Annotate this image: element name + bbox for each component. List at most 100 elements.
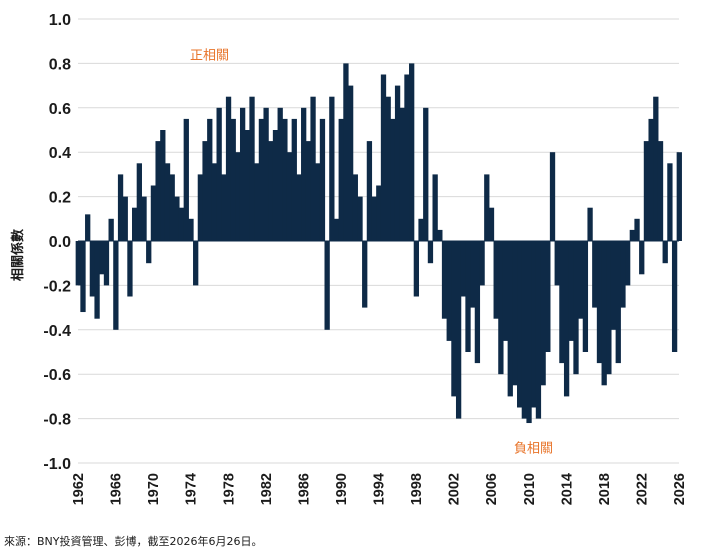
data-bar <box>540 241 546 386</box>
data-bar <box>437 229 443 241</box>
data-bar <box>606 241 612 375</box>
data-bar <box>94 241 100 319</box>
data-bar <box>113 241 119 330</box>
data-bar <box>136 163 142 241</box>
data-bar <box>479 241 485 286</box>
data-bar <box>390 118 396 241</box>
x-tick-label: 2022 <box>634 473 650 505</box>
data-bar <box>451 241 457 397</box>
x-tick-label: 2014 <box>559 473 575 505</box>
data-bar <box>254 163 260 241</box>
data-bar <box>385 96 391 241</box>
data-bar <box>620 241 626 308</box>
data-bar <box>127 241 133 297</box>
data-bar <box>418 218 424 241</box>
correlation-area <box>75 63 682 424</box>
data-bar <box>657 141 664 241</box>
data-bar <box>329 96 335 241</box>
x-tick-label: 1970 <box>146 473 162 505</box>
data-bar <box>221 174 227 241</box>
x-axis-ticks: 1962 1966 1970 1974 1978 1982 1986 1990 1994 1998… <box>71 473 688 505</box>
x-tick-label: 1994 <box>372 473 388 505</box>
data-bar <box>601 241 607 386</box>
data-bar <box>526 241 532 424</box>
y-tick-label: -0.2 <box>43 278 71 295</box>
data-bar <box>380 74 387 241</box>
data-bar <box>296 174 302 241</box>
data-bar <box>563 241 570 397</box>
y-tick-label: 0.8 <box>49 56 71 73</box>
data-bar <box>610 241 617 330</box>
data-bar <box>347 85 354 241</box>
y-tick-label: 1.0 <box>49 12 71 29</box>
data-bar <box>639 241 645 275</box>
x-tick-label: 2018 <box>597 473 613 505</box>
data-bar <box>131 207 138 241</box>
data-bar <box>160 130 166 241</box>
data-bar <box>310 96 316 241</box>
data-bar <box>634 218 640 241</box>
data-bar <box>465 241 471 352</box>
x-tick-label: 1998 <box>409 473 425 505</box>
data-bar <box>352 174 358 241</box>
data-bar <box>502 241 509 341</box>
data-bar <box>376 185 382 241</box>
data-bar <box>75 241 81 286</box>
data-bar <box>333 218 340 241</box>
data-bar <box>535 241 542 419</box>
data-bar <box>582 241 589 352</box>
data-bar <box>441 241 448 319</box>
data-bar <box>249 96 255 241</box>
data-bar <box>183 118 189 241</box>
data-bar <box>146 241 152 264</box>
annotation-label: 正相關 <box>190 49 229 64</box>
y-tick-label: 0.6 <box>49 101 71 118</box>
data-bar <box>625 241 631 286</box>
data-bar <box>629 229 635 241</box>
x-tick-label: 2002 <box>447 473 463 505</box>
data-bar <box>301 107 307 241</box>
source-note: 來源：BNY投資管理、彭博，截至2026年6月26日。 <box>4 535 263 548</box>
data-bar <box>512 241 518 386</box>
data-bar <box>545 241 551 352</box>
data-bar <box>460 241 466 297</box>
data-bar <box>305 141 312 241</box>
data-bar <box>493 241 499 319</box>
data-bar <box>80 241 86 313</box>
data-bar <box>174 196 180 241</box>
data-bar <box>446 241 452 341</box>
y-tick-label: 0.4 <box>49 145 71 162</box>
y-tick-label: -0.6 <box>43 367 71 384</box>
data-bar <box>272 130 279 241</box>
data-bar <box>643 141 650 241</box>
x-tick-label: 1962 <box>71 473 87 505</box>
data-bar <box>554 241 560 286</box>
data-bar <box>103 241 110 286</box>
data-bar <box>324 241 330 330</box>
y-axis-label: 相關係數 <box>10 229 26 281</box>
x-tick-label: 1990 <box>334 473 350 505</box>
data-bar <box>573 241 579 375</box>
y-tick-label: 0.2 <box>49 190 71 207</box>
data-bar <box>667 163 673 241</box>
data-bar <box>404 74 410 241</box>
data-bar <box>122 196 128 241</box>
data-bar <box>568 241 574 341</box>
data-bar <box>394 85 401 241</box>
y-tick-label: -1.0 <box>43 456 71 473</box>
data-bar <box>362 241 368 308</box>
data-bar <box>615 241 621 364</box>
data-bar <box>371 196 377 241</box>
y-axis-ticks: 1.0 0.8 0.6 0.4 0.2 0.0 -0.2 -0.4 -0.6 -0.8 -1.0 <box>43 12 71 473</box>
data-bar <box>188 218 194 241</box>
data-bar <box>286 152 293 241</box>
data-bar <box>258 118 265 241</box>
data-bar <box>662 241 668 264</box>
data-bar <box>507 241 513 397</box>
data-bar <box>521 241 528 419</box>
y-tick-label: -0.8 <box>43 412 71 429</box>
data-bar <box>282 118 288 241</box>
data-bar <box>484 174 490 241</box>
data-bar <box>85 214 91 241</box>
data-bar <box>277 107 283 241</box>
